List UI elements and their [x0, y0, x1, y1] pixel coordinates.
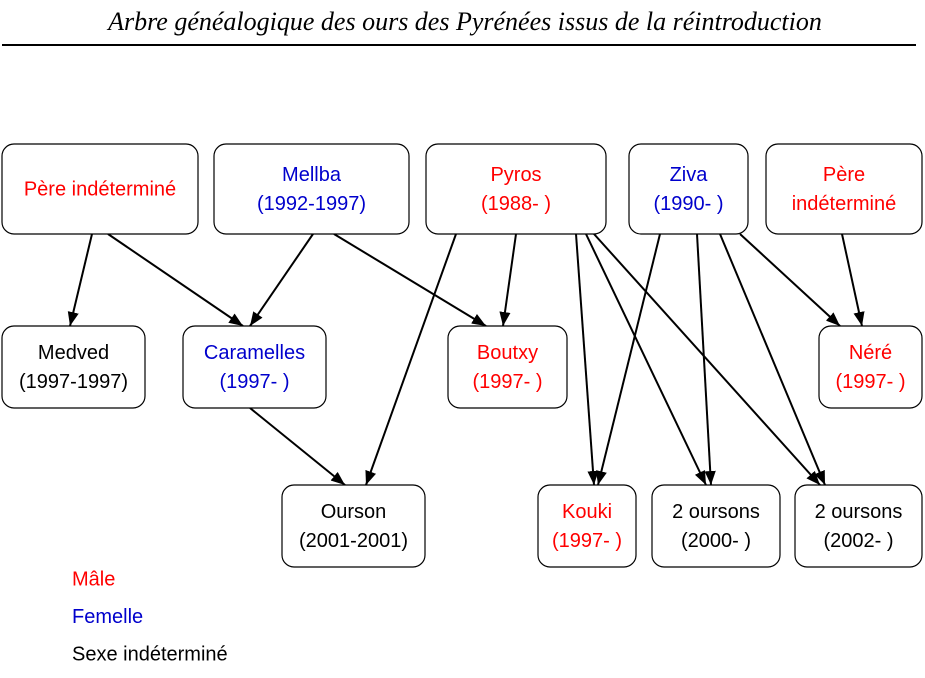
node-box — [213, 143, 410, 235]
node-label: (2002- ) — [823, 530, 893, 552]
node: Boutxy (1997- ) — [447, 325, 568, 409]
arrow — [365, 233, 457, 486]
arrow — [585, 233, 707, 486]
arrow — [249, 407, 346, 486]
node-label: indéterminé — [792, 193, 897, 215]
node-box — [628, 143, 749, 235]
node: Père indéterminé — [765, 143, 923, 235]
node-box — [1, 325, 146, 409]
node-label: (1997- ) — [219, 371, 289, 393]
edges — [67, 233, 865, 486]
node-box — [1, 143, 199, 235]
node: Caramelles (1997- ) — [182, 325, 327, 409]
node-label: (1997- ) — [552, 530, 622, 552]
node: 2 oursons (2002- ) — [794, 484, 923, 568]
node-box — [425, 143, 607, 235]
legend-item: Sexe indéterminé — [72, 643, 228, 665]
node-label: Mellba — [282, 164, 342, 186]
node-label: (1992-1997) — [257, 193, 366, 215]
node-label: Ourson — [321, 501, 387, 523]
nodes: Père indéterminé Mellba (1992-1997) Pyros (1… — [1, 143, 923, 568]
node-label: (1988- ) — [481, 193, 551, 215]
node: Ziva (1990- ) — [628, 143, 749, 235]
node-box — [765, 143, 923, 235]
legend-item: Femelle — [72, 606, 143, 628]
node: Pyros (1988- ) — [425, 143, 607, 235]
arrow — [739, 233, 841, 327]
node-box — [794, 484, 923, 568]
title: Arbre généalogique des ours des Pyrénées… — [106, 7, 822, 36]
arrow — [593, 233, 821, 486]
node-label: Caramelles — [204, 342, 305, 364]
node-label: 2 oursons — [672, 501, 760, 523]
node-label: Medved — [38, 342, 109, 364]
node: Père indéterminé — [1, 143, 199, 235]
node-box — [182, 325, 327, 409]
node: Mellba (1992-1997) — [213, 143, 410, 235]
node-box — [818, 325, 923, 409]
arrow — [841, 233, 865, 327]
arrow — [499, 233, 517, 327]
arrow — [333, 233, 487, 327]
arrow — [575, 233, 599, 486]
node-label: (1990- ) — [653, 193, 723, 215]
node-label: (1997- ) — [835, 371, 905, 393]
node: Kouki (1997- ) — [537, 484, 637, 568]
node-label: 2 oursons — [815, 501, 903, 523]
node-label: (2000- ) — [681, 530, 751, 552]
arrow — [107, 233, 244, 327]
legend-item: Mâle — [72, 568, 115, 590]
node-label: Kouki — [562, 501, 612, 523]
node-label: (1997- ) — [472, 371, 542, 393]
node-box — [537, 484, 637, 568]
node-label: Boutxy — [477, 342, 538, 364]
node-label: Pyros — [490, 164, 541, 186]
legend: Mâle Femelle Sexe indéterminé — [72, 568, 228, 665]
node-label: Père indéterminé — [24, 178, 176, 200]
node-box — [651, 484, 781, 568]
arrow — [249, 233, 314, 327]
arrow — [696, 233, 716, 486]
node-box — [281, 484, 426, 568]
node-label: (1997-1997) — [19, 371, 128, 393]
arrow — [595, 233, 661, 486]
arrow — [67, 233, 93, 327]
node-label: Néré — [849, 342, 892, 364]
node-label: Ziva — [670, 164, 709, 186]
arrow — [719, 233, 826, 486]
node-box — [447, 325, 568, 409]
node-label: (2001-2001) — [299, 530, 408, 552]
node: 2 oursons (2000- ) — [651, 484, 781, 568]
node: Néré (1997- ) — [818, 325, 923, 409]
node: Medved (1997-1997) — [1, 325, 146, 409]
node: Ourson (2001-2001) — [281, 484, 426, 568]
node-label: Père — [823, 164, 865, 186]
